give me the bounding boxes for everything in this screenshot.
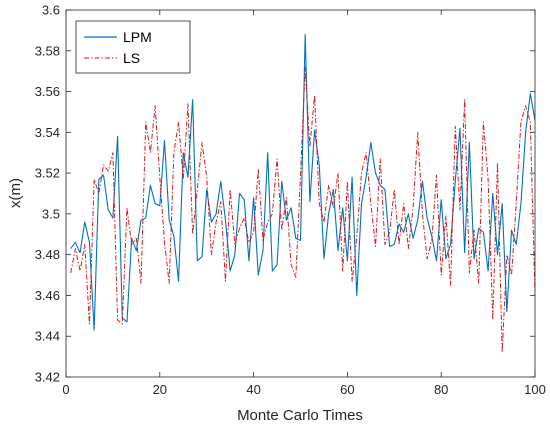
- y-tick-label: 3.58: [35, 43, 60, 58]
- y-tick-label: 3.6: [42, 3, 60, 18]
- y-tick-label: 3.54: [35, 125, 60, 140]
- y-axis-label: x(m): [7, 178, 24, 208]
- x-tick-label: 0: [62, 382, 69, 397]
- legend-box: [75, 20, 191, 74]
- series-line-ls: [70, 66, 535, 354]
- x-axis: 0 20 40 60 80 100: [62, 10, 546, 397]
- x-tick-label: 60: [340, 382, 354, 397]
- series-layer: [70, 33, 535, 354]
- y-tick-label: 3.5: [42, 206, 60, 221]
- legend-label-ls: LS: [123, 50, 140, 66]
- plot-frame: [65, 9, 536, 378]
- y-tick-label: 3.52: [35, 166, 60, 181]
- y-tick-label: 3.56: [35, 84, 60, 99]
- series-line-lpm: [70, 33, 535, 331]
- x-tick-label: 40: [246, 382, 260, 397]
- y-tick-label: 3.48: [35, 247, 60, 262]
- legend-label-lpm: LPM: [123, 29, 152, 45]
- x-axis-label: Monte Carlo Times: [237, 407, 363, 424]
- y-tick-label: 3.42: [35, 370, 60, 385]
- y-axis: 3.42 3.44 3.46 3.48 3.5 3.52 3.54 3.56 3.58 3.6: [35, 3, 535, 385]
- x-tick-label: 80: [434, 382, 448, 397]
- x-tick-label: 20: [153, 382, 167, 397]
- legend: LPM LS: [75, 20, 191, 74]
- x-tick-label: 100: [524, 382, 546, 397]
- y-tick-label: 3.44: [35, 329, 60, 344]
- y-tick-label: 3.46: [35, 288, 60, 303]
